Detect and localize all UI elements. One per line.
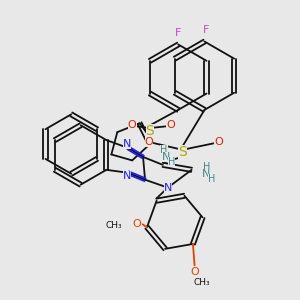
Text: F: F	[203, 25, 209, 35]
Text: O: O	[132, 219, 141, 229]
Text: N: N	[122, 171, 131, 182]
Text: O: O	[167, 120, 175, 130]
Text: H: H	[208, 174, 215, 184]
Text: S: S	[178, 145, 187, 159]
Text: N: N	[162, 152, 170, 161]
Text: O: O	[190, 267, 199, 277]
Text: CH₃: CH₃	[194, 278, 210, 287]
Text: H: H	[168, 157, 175, 167]
Text: S: S	[146, 124, 154, 138]
Text: O: O	[214, 137, 223, 147]
Text: F: F	[175, 28, 181, 38]
Text: H: H	[203, 162, 211, 172]
Text: N: N	[202, 169, 210, 179]
Text: N: N	[122, 140, 131, 149]
Text: CH₃: CH₃	[105, 221, 122, 230]
Text: H: H	[160, 145, 168, 155]
Text: O: O	[145, 137, 154, 147]
Text: N: N	[164, 183, 172, 193]
Text: O: O	[128, 120, 136, 130]
